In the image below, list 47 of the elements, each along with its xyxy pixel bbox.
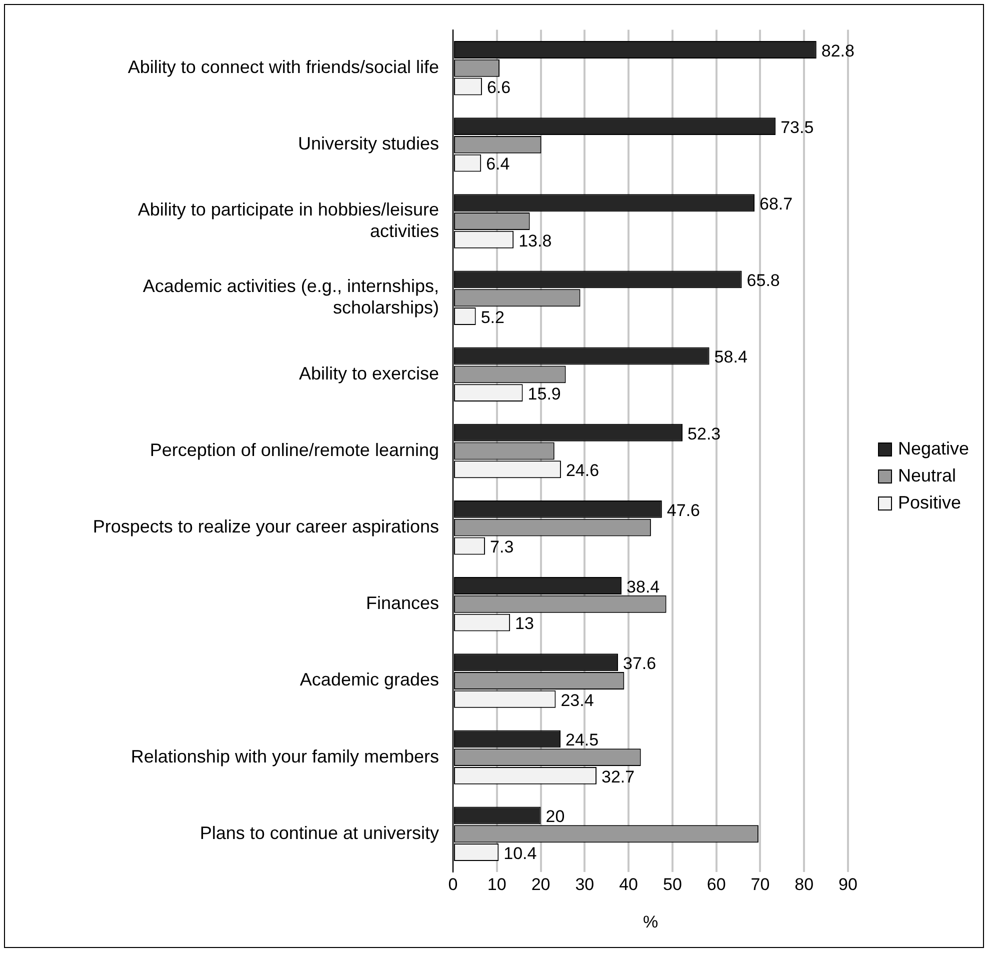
data-label: 37.6 (623, 654, 656, 674)
x-tick-label: 60 (706, 875, 726, 894)
x-tick-label: 30 (575, 875, 594, 894)
data-label: 32.7 (602, 767, 635, 786)
x-tick-label: 90 (838, 875, 858, 894)
y-tick-label: Academic grades (300, 670, 439, 690)
x-tick-label: 10 (487, 875, 506, 894)
y-tick-label: Relationship with your family members (130, 746, 439, 766)
y-tick-label: Perception of online/remote learning (150, 440, 439, 460)
x-tick-label: 70 (750, 875, 770, 894)
data-label: 6.6 (486, 78, 511, 98)
data-label: 52.3 (688, 424, 721, 444)
data-label: 38.4 (626, 577, 660, 596)
data-label: 6.4 (486, 154, 510, 174)
data-label: 24.6 (566, 461, 600, 480)
data-label: 15.9 (528, 384, 561, 404)
data-label: 20 (546, 807, 565, 826)
data-label: 7.3 (490, 538, 514, 557)
text: Positive (898, 492, 961, 514)
data-label: 24.5 (566, 730, 599, 750)
x-axis-title: % (642, 912, 658, 932)
data-label: 68.7 (760, 194, 793, 214)
legend-label: Negative (898, 438, 969, 460)
y-tick-label: Finances (366, 593, 439, 614)
x-tick-label: 0 (448, 875, 458, 894)
y-tick-label: Plans to continue at university (200, 822, 439, 843)
y-tick-label: Ability to participate in hobbies/leisure activities (138, 199, 439, 242)
y-tick-label: Academic activities (e.g., internships, scholarships) (142, 276, 439, 318)
data-label: 82.8 (821, 41, 854, 60)
data-label: 73.5 (780, 118, 814, 137)
y-tick-label: Ability to connect with friends/social life (128, 57, 439, 78)
data-label: 13.8 (518, 231, 552, 250)
x-tick-label: 50 (662, 875, 682, 894)
data-label: 47.6 (666, 500, 700, 520)
data-label: 13 (515, 614, 534, 634)
data-label: 10.4 (504, 844, 537, 863)
x-tick-label: 80 (794, 875, 814, 894)
legend-label: Neutral (898, 466, 956, 486)
y-tick-label: Ability to exercise (298, 363, 439, 384)
y-tick-label: University studies (298, 134, 439, 154)
data-label: 5.2 (480, 308, 504, 327)
x-tick-label: 40 (619, 875, 638, 894)
data-label: 65.8 (746, 271, 780, 290)
y-tick-label: Prospects to realize your career aspirations (92, 516, 439, 537)
data-label: 23.4 (560, 690, 594, 710)
data-label: 58.4 (714, 348, 748, 367)
x-tick-label: 20 (531, 875, 550, 894)
